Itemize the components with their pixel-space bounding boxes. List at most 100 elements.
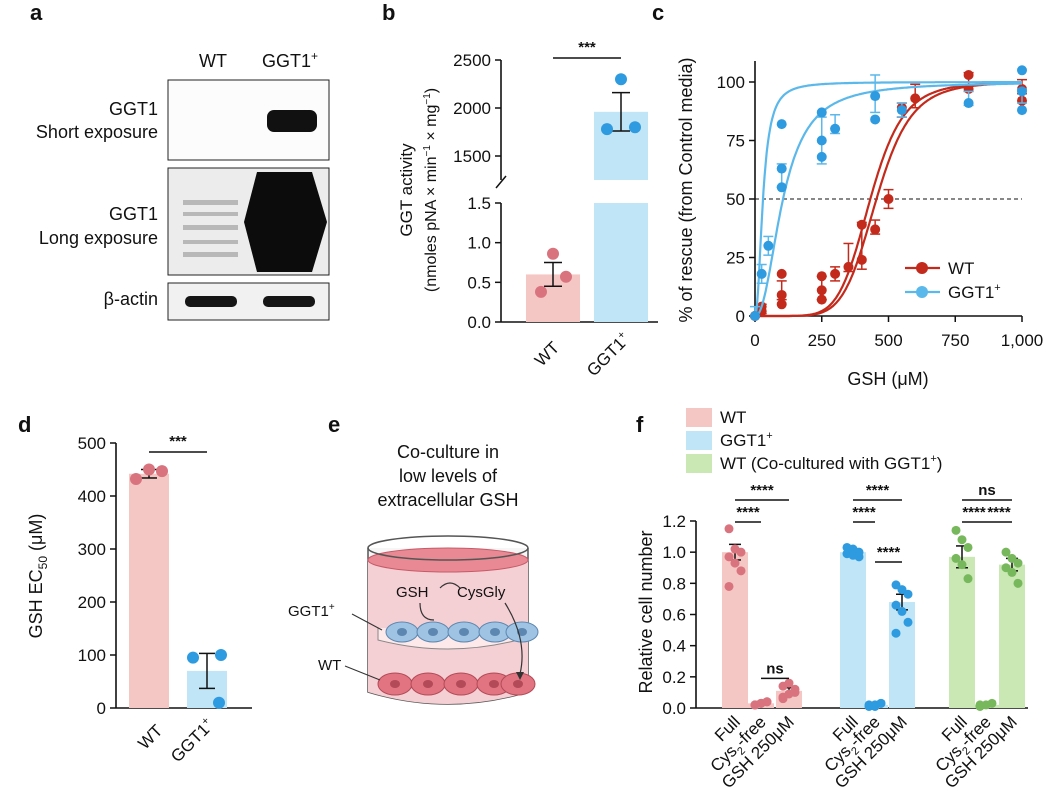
f-point — [951, 525, 961, 535]
f-legend-text: WT (Co-cultured with GGT1 — [720, 454, 930, 473]
d-significance-label: *** — [169, 433, 187, 450]
ggt1-cell-nucleus — [397, 628, 407, 636]
f-point — [778, 694, 788, 704]
f-legend-swatch — [686, 408, 712, 427]
c-legend-sup: + — [994, 282, 1000, 294]
b-ytick-label: 0.0 — [467, 313, 491, 332]
c-ytick-label: 0 — [736, 307, 745, 326]
f-point — [724, 552, 734, 562]
blot-row1-label-line1: GGT1 — [109, 99, 158, 119]
d-ytick-label: 300 — [78, 540, 106, 559]
c-point-wt — [816, 285, 827, 296]
c-point-ggt1 — [870, 91, 881, 102]
panel-label-c: c — [652, 0, 664, 25]
c-xtick-label: 500 — [874, 331, 902, 350]
c-point-ggt1 — [756, 268, 767, 279]
c-point-wt — [776, 299, 787, 310]
c-point-ggt1 — [776, 182, 787, 193]
schematic-wt-label: WT — [318, 657, 341, 674]
panel-label-d: d — [18, 412, 31, 437]
b-ylabel2-a: (nmoles pNA × min — [423, 157, 440, 293]
wt-cell-nucleus — [456, 680, 466, 688]
c-point-ggt1 — [1017, 105, 1027, 116]
f-legend-text: WT — [720, 408, 746, 427]
d-ytick-label: 0 — [97, 699, 106, 718]
f-significance-label: **** — [736, 504, 760, 521]
wt-cell-nucleus — [390, 680, 400, 688]
panel-c-chart: 0 250 500 750 1,000 0 25 50 75 100 WT GGT1+ GSH (μM)… — [676, 57, 1043, 389]
f-point — [903, 589, 913, 599]
arrow-gsh-to-cysgly — [439, 582, 461, 589]
f-point — [957, 535, 967, 545]
f-legend-sup: + — [766, 430, 772, 442]
arrow-to-ggt-cells — [419, 602, 435, 621]
f-point — [963, 574, 973, 584]
d-point-ggt1 — [213, 696, 225, 709]
c-xtick-label: 0 — [750, 331, 759, 350]
f-legend-swatch — [686, 431, 712, 450]
f-legend-label: WT — [720, 408, 746, 427]
c-ytick-label: 75 — [726, 132, 745, 151]
f-point — [963, 542, 973, 552]
d-point-wt — [143, 463, 155, 476]
c-point-ggt1 — [870, 114, 881, 125]
blot-band-long-ggt1 — [244, 172, 327, 272]
c-legend-text: WT — [948, 259, 974, 278]
schematic-ggt1-label: GGT1+ — [288, 602, 335, 620]
wt-cell-nucleus — [489, 680, 499, 688]
f-significance-label: ns — [978, 482, 996, 499]
d-ytick-label: 500 — [78, 434, 106, 453]
wt-cell-layer — [377, 672, 536, 696]
f-point — [784, 678, 794, 688]
f-significance-label: **** — [866, 482, 890, 499]
f-ytick-label: 0.6 — [662, 606, 686, 625]
c-legend-label: GGT1+ — [948, 282, 1001, 302]
c-point-ggt1 — [1017, 65, 1027, 76]
c-point-wt — [776, 289, 787, 300]
blot-faint-bands — [183, 200, 238, 257]
b-point-wt — [560, 270, 572, 283]
f-point — [975, 700, 985, 710]
d-ylabel-end: (μM) — [26, 514, 46, 556]
b-significance-label: *** — [578, 39, 596, 56]
d-point-ggt1 — [215, 649, 227, 661]
c-point-wt — [830, 268, 841, 279]
c-ytick-label: 25 — [726, 249, 745, 268]
f-point — [891, 628, 901, 638]
b-ytick-label: 1.5 — [467, 194, 491, 213]
f-legend-text: GGT1 — [720, 431, 766, 450]
c-point-ggt1 — [816, 135, 827, 146]
blot-row2-label-line1: GGT1 — [109, 204, 158, 224]
blot-column-ggt1: GGT1+ — [262, 49, 318, 71]
c-xlabel: GSH (μM) — [847, 369, 928, 389]
c-point-wt — [816, 271, 827, 282]
c-xtick-label: 1,000 — [1001, 331, 1044, 350]
d-xtick-label-wt: WT — [134, 721, 166, 753]
c-point-wt — [816, 294, 827, 305]
wt-cell-nucleus — [513, 680, 523, 688]
f-point — [790, 687, 800, 697]
schematic-title-line2: low levels of — [399, 466, 498, 486]
b-point-ggt1 — [615, 73, 627, 86]
f-point — [1013, 558, 1023, 568]
f-point — [987, 698, 997, 708]
d-point-wt — [130, 473, 142, 486]
c-ytick-label: 50 — [726, 190, 745, 209]
f-ytick-label: 0.2 — [662, 668, 686, 687]
f-point — [876, 698, 886, 708]
f-significance-label: **** — [987, 504, 1011, 521]
panel-label-a: a — [30, 0, 43, 25]
b-xtick-label-ggt1: GGT1+ — [582, 329, 633, 380]
d-bar-wt — [129, 473, 169, 708]
ggt1-cell-nucleus — [490, 628, 500, 636]
blot-row3-label: β-actin — [104, 289, 158, 309]
panel-b-chart: 0.0 0.5 1.0 1.5 1500 2000 2500 *** WT GGT1+ GGT ac… — [397, 39, 658, 380]
b-bar-ggt1-lower — [594, 203, 648, 322]
schematic-title-line3: extracellular GSH — [377, 490, 518, 510]
f-point — [750, 700, 760, 710]
c-point-ggt1 — [816, 107, 827, 118]
f-ytick-label: 1.2 — [662, 512, 686, 531]
f-legend-swatch — [686, 454, 712, 473]
c-point-wt — [883, 194, 894, 204]
